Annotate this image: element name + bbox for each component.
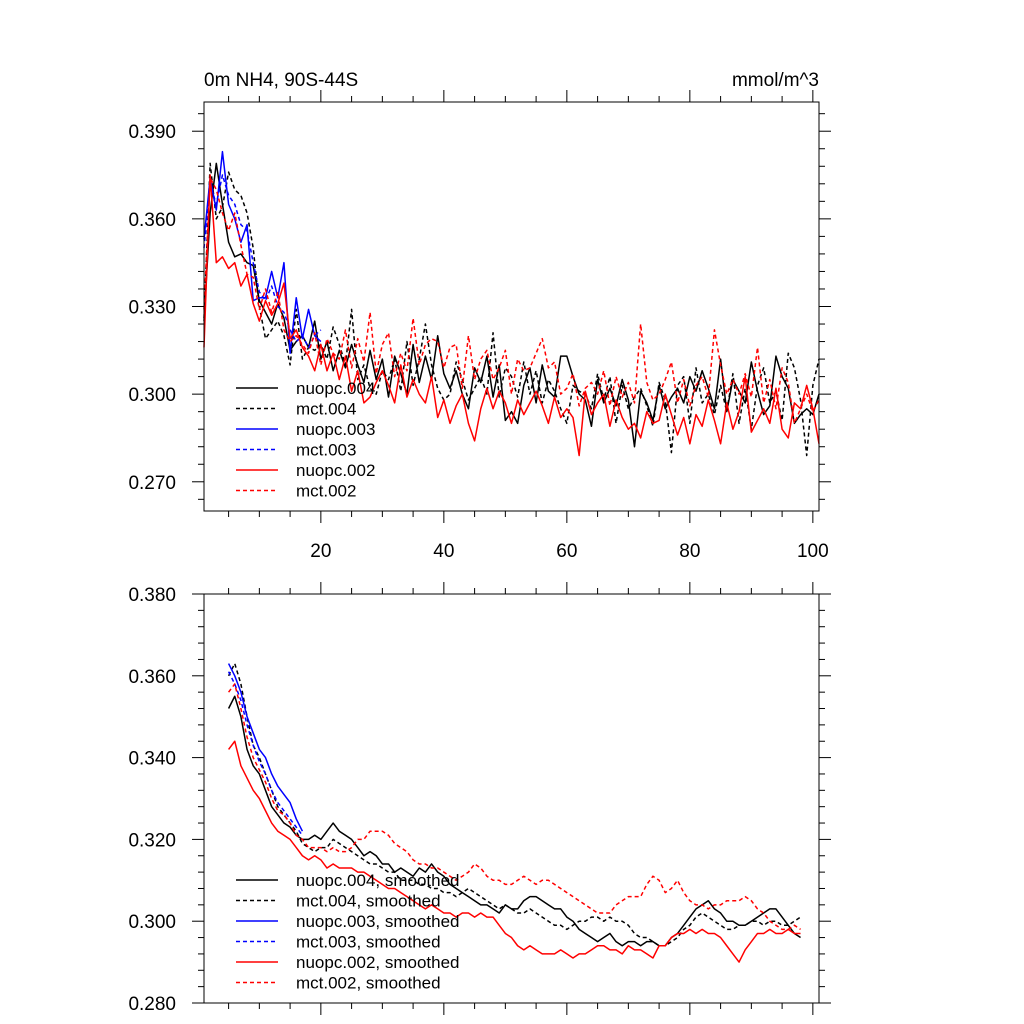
bottom-ytick-label: 0.360 bbox=[128, 667, 176, 688]
top-legend-label-3: mct.003 bbox=[296, 441, 356, 460]
bottom-series-line-1 bbox=[227, 662, 801, 947]
top-xtick-label: 80 bbox=[679, 541, 700, 562]
top-ytick-label: 0.270 bbox=[128, 473, 176, 494]
bottom-series-line-3 bbox=[227, 671, 303, 836]
top-panel: 0.270 0.300 0.330 0.360 0.390 20 40 60 80 100 0m … bbox=[128, 70, 831, 562]
bottom-ytick-label: 0.320 bbox=[128, 830, 176, 851]
top-ytick-label: 0.330 bbox=[128, 298, 176, 319]
top-xtick-label: 20 bbox=[310, 541, 331, 562]
bottom-ytick-label: 0.300 bbox=[128, 912, 176, 933]
top-title-right: mmol/m^3 bbox=[732, 70, 819, 91]
bottom-labels-layer: 0.280 0.300 0.320 0.340 0.360 0.380 bbox=[128, 585, 176, 1015]
bottom-ytick-label: 0.340 bbox=[128, 749, 176, 770]
top-title-left: 0m NH4, 90S-44S bbox=[204, 70, 358, 91]
bottom-legend-label-2: nuopc.003, smoothed bbox=[296, 912, 460, 931]
top-series-line-4 bbox=[203, 174, 820, 457]
bottom-ticks-layer bbox=[192, 582, 831, 1015]
bottom-legend-label-5: mct.002, smoothed bbox=[296, 974, 441, 993]
bottom-series-line-2 bbox=[227, 663, 304, 832]
top-ytick-label: 0.300 bbox=[128, 385, 176, 406]
top-ytick-label: 0.390 bbox=[128, 122, 176, 143]
bottom-legend-label-4: nuopc.002, smoothed bbox=[296, 953, 460, 972]
top-series-layer bbox=[203, 150, 820, 457]
bottom-ytick-label: 0.380 bbox=[128, 585, 176, 606]
top-series-line-3 bbox=[203, 174, 322, 349]
top-labels-layer: 0.270 0.300 0.330 0.360 0.390 20 40 60 80 100 bbox=[128, 122, 828, 562]
top-legend-label-1: mct.004 bbox=[296, 400, 356, 419]
bottom-legend-label-3: mct.003, smoothed bbox=[296, 933, 441, 952]
top-series-line-1 bbox=[203, 162, 820, 457]
bottom-series-layer bbox=[227, 662, 801, 963]
top-ticks-layer bbox=[192, 90, 831, 523]
top-legend-label-2: nuopc.003 bbox=[296, 420, 375, 439]
bottom-legend-label-1: mct.004, smoothed bbox=[296, 892, 441, 911]
bottom-legend-label-0: nuopc.004, smoothed bbox=[296, 871, 460, 890]
top-xtick-label: 40 bbox=[433, 541, 454, 562]
top-legend-label-0: nuopc.004 bbox=[296, 379, 375, 398]
bottom-ytick-label: 0.280 bbox=[128, 994, 176, 1015]
bottom-plot-frame bbox=[203, 593, 820, 1004]
top-legend-label-4: nuopc.002 bbox=[296, 461, 375, 480]
top-legend-label-5: mct.002 bbox=[296, 482, 356, 501]
top-xtick-label: 60 bbox=[556, 541, 577, 562]
bottom-series-line-4 bbox=[228, 740, 801, 963]
top-ytick-label: 0.360 bbox=[128, 210, 176, 231]
bottom-panel: 0.280 0.300 0.320 0.340 0.360 0.380 nuopc.004… bbox=[128, 582, 831, 1015]
top-xtick-label: 100 bbox=[797, 541, 829, 562]
bottom-series-line-0 bbox=[227, 695, 801, 947]
top-series-line-2 bbox=[203, 150, 322, 354]
